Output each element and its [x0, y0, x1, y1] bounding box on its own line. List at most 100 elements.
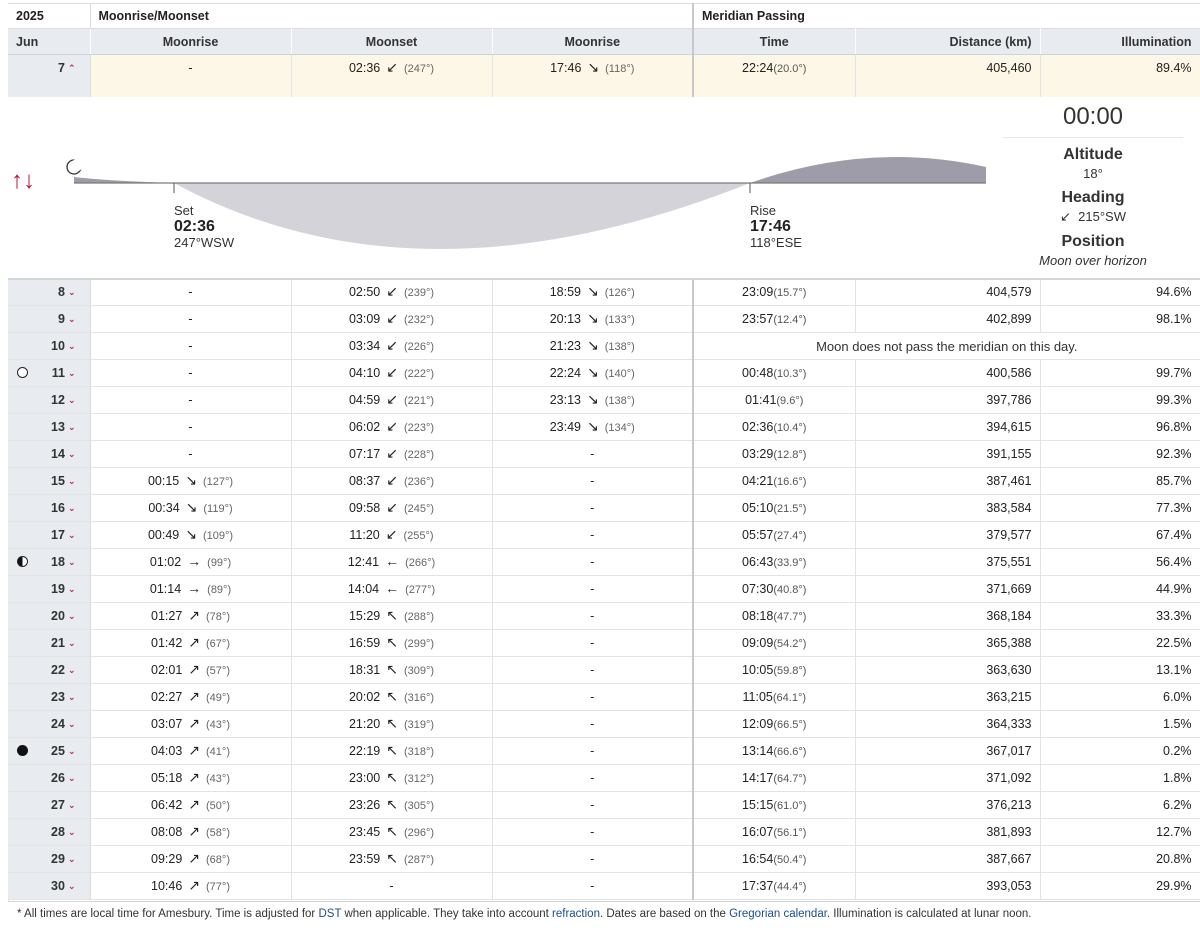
chevron-down-icon[interactable]: ⌄	[67, 341, 76, 351]
chevron-down-icon[interactable]: ⌄	[67, 800, 76, 810]
chevron-down-icon[interactable]: ⌄	[67, 773, 76, 783]
day-cell[interactable]: 14 ⌄	[8, 440, 91, 468]
moonrise2-azimuth: (138°)	[604, 395, 635, 407]
table-row[interactable]: 25 ⌄ 04:03 ↗ (41°) 22:19 ↖ (318°) -13:14(66.6°) 3…	[8, 737, 1200, 765]
gregorian-calendar-link[interactable]: Gregorian calendar	[729, 908, 827, 920]
table-row[interactable]: 9 ⌄ -03:09 ↙ (232°) 20:13 ↘ (133°) 23:57(12.4°) 4…	[8, 305, 1200, 333]
chevron-down-icon[interactable]: ⌄	[67, 854, 76, 864]
table-row[interactable]: 13 ⌄ - 06:02 ↙ (223°) 23:49 ↘ (134°) 02:36(10.4°)…	[8, 413, 1200, 441]
moonrise-azimuth: (43°)	[206, 719, 230, 731]
day-number: 30	[51, 879, 65, 893]
day-cell[interactable]: 22 ⌄	[8, 656, 91, 684]
distance-cell: 387,461	[855, 467, 1041, 495]
day-cell[interactable]: 12 ⌄	[8, 386, 91, 414]
table-row-highlight[interactable]: 7 ⌃ - 02:36 ↙ (247°) 17:46 ↘ (118°) 22:24(20.…	[8, 54, 1200, 97]
chevron-down-icon[interactable]: ⌄	[67, 557, 76, 567]
chevron-down-icon[interactable]: ⌄	[67, 368, 76, 378]
chevron-up-icon[interactable]: ⌃	[67, 63, 76, 73]
day-cell[interactable]: 10 ⌄	[8, 332, 91, 360]
chevron-down-icon[interactable]: ⌄	[67, 611, 76, 621]
meridian-time-cell: 11:05(64.1°)	[692, 683, 856, 711]
moonrise2-time: -	[590, 447, 595, 461]
table-row[interactable]: 27 ⌄ 06:42 ↗ (50°) 23:26 ↖ (305°) -15:15(61.0°) 3…	[8, 791, 1200, 819]
arrow-down-right-icon: ↘	[587, 59, 600, 75]
day-cell[interactable]: 7 ⌃	[8, 54, 91, 97]
moonrise-time: 00:49	[147, 528, 180, 542]
day-cell[interactable]: 28 ⌄	[8, 818, 91, 846]
table-row[interactable]: 8 ⌄ -02:50 ↙ (239°) 18:59 ↘ (126°) 23:09(15.7°) 4…	[8, 278, 1200, 306]
day-cell[interactable]: 29 ⌄	[8, 845, 91, 873]
moonrise2-cell: 21:23 ↘ (138°)	[492, 332, 694, 360]
meridian-time-cell: 09:09(54.2°)	[692, 629, 856, 657]
day-cell[interactable]: 13 ⌄	[8, 413, 91, 441]
moonset-cell: 14:04 ← (277°)	[291, 575, 493, 603]
chevron-down-icon[interactable]: ⌄	[67, 422, 76, 432]
chevron-down-icon[interactable]: ⌄	[67, 584, 76, 594]
table-row[interactable]: 17 ⌄ 00:49 ↘ (109°) 11:20 ↙ (255°) - 05:57(27.4°)…	[8, 521, 1200, 549]
table-row[interactable]: 21 ⌄ 01:42 ↗ (67°) 16:59 ↖ (299°) -09:09(54.2°) 3…	[8, 629, 1200, 657]
table-row[interactable]: 11 ⌄ - 04:10 ↙ (222°) 22:24 ↘ (140°) 00:48(10.3°)…	[8, 359, 1200, 387]
table-row[interactable]: 20 ⌄ 01:27 ↗ (78°) 15:29 ↖ (288°) -08:18(47.7°) 3…	[8, 602, 1200, 630]
table-row[interactable]: 22 ⌄ 02:01 ↗ (57°) 18:31 ↖ (309°) -10:05(59.8°) 3…	[8, 656, 1200, 684]
day-cell[interactable]: 23 ⌄	[8, 683, 91, 711]
day-cell[interactable]: 9 ⌄	[8, 305, 91, 333]
moonset-cell: 04:10 ↙ (222°)	[291, 359, 493, 387]
day-cell[interactable]: 18 ⌄	[8, 548, 91, 576]
table-row[interactable]: 30 ⌄ 10:46 ↗ (77°) - -17:37(44.4°) 393,053 29.9%	[8, 872, 1200, 900]
moonset-azimuth: (296°)	[403, 827, 435, 839]
meridian-altitude: (33.9°)	[773, 557, 807, 569]
table-row[interactable]: 26 ⌄ 05:18 ↗ (43°) 23:00 ↖ (312°) -14:17(64.7°) 3…	[8, 764, 1200, 792]
day-cell[interactable]: 30 ⌄	[8, 872, 91, 900]
dst-link[interactable]: DST	[318, 908, 342, 920]
chevron-down-icon[interactable]: ⌄	[67, 827, 76, 837]
chevron-down-icon[interactable]: ⌄	[67, 881, 76, 891]
table-row[interactable]: 15 ⌄ 00:15 ↘ (127°) 08:37 ↙ (236°) - 04:21(16.6°)…	[8, 467, 1200, 495]
day-cell[interactable]: 24 ⌄	[8, 710, 91, 738]
table-row[interactable]: 28 ⌄ 08:08 ↗ (58°) 23:45 ↖ (296°) -16:07(56.1°) 3…	[8, 818, 1200, 846]
table-row[interactable]: 12 ⌄ -04:59 ↙ (221°) 23:13 ↘ (138°) 01:41(9.6°) 3…	[8, 386, 1200, 414]
table-row[interactable]: 10 ⌄ - 03:34 ↙ (226°) 21:23 ↘ (138°) Moon does no…	[8, 332, 1200, 360]
day-cell[interactable]: 8 ⌄	[8, 278, 91, 306]
chevron-down-icon[interactable]: ⌄	[67, 719, 76, 729]
chevron-down-icon[interactable]: ⌄	[67, 692, 76, 702]
refraction-link[interactable]: refraction	[552, 908, 600, 920]
chevron-down-icon[interactable]: ⌄	[67, 503, 76, 513]
chevron-down-icon[interactable]: ⌄	[67, 746, 76, 756]
table-row[interactable]: 24 ⌄ 03:07 ↗ (43°) 21:20 ↖ (319°) -12:09(66.5°) 3…	[8, 710, 1200, 738]
chevron-down-icon[interactable]: ⌄	[67, 314, 76, 324]
moonset-time: 18:31	[348, 663, 381, 677]
day-cell[interactable]: 27 ⌄	[8, 791, 91, 819]
table-row[interactable]: 29 ⌄ 09:29 ↗ (68°) 23:59 ↖ (287°) -16:54(50.4°) 3…	[8, 845, 1200, 873]
table-row[interactable]: 23 ⌄ 02:27 ↗ (49°) 20:02 ↖ (316°) -11:05(64.1°) 3…	[8, 683, 1200, 711]
day-cell[interactable]: 16 ⌄	[8, 494, 91, 522]
day-cell[interactable]: 21 ⌄	[8, 629, 91, 657]
table-row[interactable]: 19 ⌄ 01:14 → (89°) 14:04 ← (277°) -07:30(40.8°) 3…	[8, 575, 1200, 603]
day-cell[interactable]: 20 ⌄	[8, 602, 91, 630]
day-cell[interactable]: 15 ⌄	[8, 467, 91, 495]
distance-cell: 404,579	[855, 278, 1041, 306]
table-row[interactable]: 14 ⌄ -07:17 ↙ (228°) -03:29(12.8°) 391,155 92.3…	[8, 440, 1200, 468]
day-cell[interactable]: 26 ⌄	[8, 764, 91, 792]
moonrise2-cell: -	[492, 629, 694, 657]
day-cell[interactable]: 17 ⌄	[8, 521, 91, 549]
moonrise-cell: -	[90, 54, 292, 97]
chevron-down-icon[interactable]: ⌄	[67, 530, 76, 540]
illumination-cell: 6.0%	[1040, 683, 1200, 711]
chevron-down-icon[interactable]: ⌄	[67, 449, 76, 459]
table-row[interactable]: 16 ⌄ 00:34 ↘ (119°) 09:58 ↙ (245°) - 05:10(21.5°)…	[8, 494, 1200, 522]
meridian-time: 06:43	[742, 555, 774, 569]
day-cell[interactable]: 11 ⌄	[8, 359, 91, 387]
chevron-down-icon[interactable]: ⌄	[67, 476, 76, 486]
meridian-time: 17:37	[742, 879, 774, 893]
chevron-down-icon[interactable]: ⌄	[67, 665, 76, 675]
meridian-time-cell: 17:37(44.4°)	[692, 872, 856, 900]
meridian-time-cell: 14:17(64.7°)	[692, 764, 856, 792]
table-row[interactable]: 18 ⌄ 01:02 → (99°) 12:41 ← (266°) -06:43(33.9°) 3…	[8, 548, 1200, 576]
day-cell[interactable]: 25 ⌄	[8, 737, 91, 765]
chevron-down-icon[interactable]: ⌄	[67, 638, 76, 648]
day-cell[interactable]: 19 ⌄	[8, 575, 91, 603]
chevron-down-icon[interactable]: ⌄	[67, 287, 76, 298]
moonset-cell: 23:59 ↖ (287°)	[291, 845, 493, 873]
moonset-cell: 12:41 ← (266°)	[291, 548, 493, 576]
chevron-down-icon[interactable]: ⌄	[67, 395, 76, 405]
